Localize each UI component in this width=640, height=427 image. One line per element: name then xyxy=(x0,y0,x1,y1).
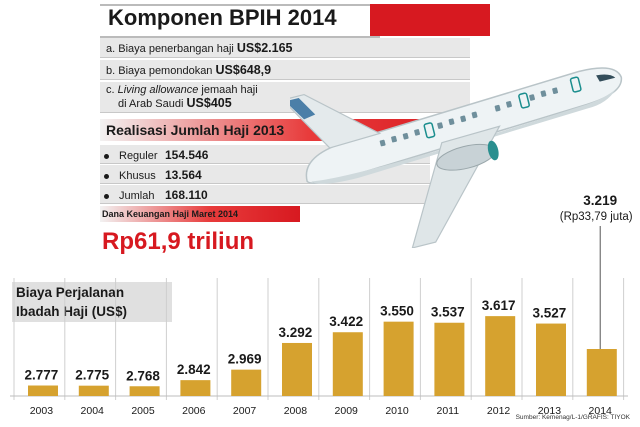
x-tick-2003: 2003 xyxy=(30,405,54,417)
dana-band xyxy=(100,206,300,222)
component-c-label-italic: Living allowance xyxy=(117,84,199,96)
component-a-label: Biaya penerbangan haji xyxy=(118,43,234,55)
value-label-2006: 2.842 xyxy=(177,362,211,377)
annotation-2014: (Rp33,79 juta) xyxy=(560,211,633,223)
bar-2005 xyxy=(129,386,160,396)
x-tick-2004: 2004 xyxy=(81,405,105,417)
realisasi-label: Khusus xyxy=(119,170,156,182)
bar-2013 xyxy=(536,323,566,396)
value-label-2009: 3.422 xyxy=(329,314,363,329)
realisasi-label: Reguler xyxy=(119,150,158,162)
airplane-icon xyxy=(290,67,623,248)
realisasi-value: 13.564 xyxy=(165,168,202,182)
realisasi-title: Realisasi Jumlah Haji 2013 xyxy=(106,122,285,138)
component-stripe-b xyxy=(100,60,470,80)
value-label-2012: 3.617 xyxy=(482,298,516,313)
component-a-marker: a. xyxy=(106,43,116,55)
bar-2004 xyxy=(78,385,109,396)
x-tick-2013: 2013 xyxy=(538,405,562,417)
bullet-icon xyxy=(104,153,109,159)
value-label-2003: 2.777 xyxy=(25,368,59,383)
x-tick-2012: 2012 xyxy=(487,405,511,417)
component-b-label: Biaya pemondokan xyxy=(118,65,213,77)
bar-2010 xyxy=(383,321,414,396)
component-a-value: US$2.165 xyxy=(236,41,293,55)
value-label-2005: 2.768 xyxy=(126,368,160,383)
component-a: a. Biaya penerbangan haji US$2.165 xyxy=(106,42,293,56)
value-label-2014: 3.219 xyxy=(583,193,617,208)
realisasi-value: 168.110 xyxy=(165,188,208,202)
component-c-label-line2: di Arab Saudi xyxy=(118,98,184,110)
title-box xyxy=(100,4,380,38)
bar-2014 xyxy=(586,349,617,396)
x-tick-2005: 2005 xyxy=(131,405,155,417)
component-b-value: US$648,9 xyxy=(215,63,272,77)
chart-title-line2: Ibadah Haji (US$) xyxy=(16,304,128,319)
x-tick-2010: 2010 xyxy=(385,405,409,417)
component-c-marker: c. xyxy=(106,84,115,96)
value-label-2010: 3.550 xyxy=(380,304,414,319)
component-stripe-a xyxy=(100,38,470,58)
component-stripe-c xyxy=(100,82,470,113)
realisasi-row-reguler: Reguler 154.546 xyxy=(104,148,208,162)
value-label-2013: 3.527 xyxy=(533,306,567,321)
bullet-icon xyxy=(104,193,109,199)
chart-title: Biaya Perjalanan Ibadah Haji (US$) xyxy=(16,283,127,321)
page-title: Komponen BPIH 2014 xyxy=(108,5,337,30)
source-note: Sumber: Kemenag/L-1/GRAFIS: TIYOK xyxy=(515,414,630,421)
x-tick-2014: 2014 xyxy=(589,405,613,417)
realisasi-stripe-3 xyxy=(100,185,430,204)
x-tick-2006: 2006 xyxy=(182,405,206,417)
bar-2012 xyxy=(485,316,516,396)
realisasi-label: Jumlah xyxy=(119,190,155,202)
component-c-line2: di Arab Saudi US$405 xyxy=(118,97,232,111)
x-tick-2008: 2008 xyxy=(284,405,308,417)
x-tick-2009: 2009 xyxy=(335,405,359,417)
bar-2009 xyxy=(332,332,363,396)
realisasi-row-khusus: Khusus 13.564 xyxy=(104,168,202,182)
component-c: c. Living allowance jemaah haji xyxy=(106,84,258,97)
value-label-2008: 3.292 xyxy=(279,325,313,340)
title-red-band xyxy=(370,4,490,36)
dana-amount: Rp61,9 triliun xyxy=(102,228,255,255)
dana-label: Dana Keuangan Haji Maret 2014 xyxy=(102,209,239,219)
x-tick-2007: 2007 xyxy=(233,405,257,417)
component-b: b. Biaya pemondokan US$648,9 xyxy=(106,64,271,78)
realisasi-row-jumlah: Jumlah 168.110 xyxy=(104,188,208,202)
bar-2006 xyxy=(180,380,211,396)
chart-title-box xyxy=(12,282,172,322)
bar-2003 xyxy=(28,385,58,396)
value-label-2011: 3.537 xyxy=(431,305,465,320)
value-label-2007: 2.969 xyxy=(228,352,262,367)
realisasi-value: 154.546 xyxy=(165,148,209,162)
value-label-2004: 2.775 xyxy=(75,368,109,383)
bar-2011 xyxy=(434,322,465,396)
bullet-icon xyxy=(104,173,109,179)
component-b-marker: b. xyxy=(106,65,116,77)
component-c-value: US$405 xyxy=(186,96,232,110)
bar-2008 xyxy=(282,342,312,396)
x-tick-2011: 2011 xyxy=(437,405,460,417)
component-c-label: jemaah haji xyxy=(201,84,258,96)
bar-2007 xyxy=(231,369,262,396)
chart-title-line1: Biaya Perjalanan xyxy=(16,285,125,300)
